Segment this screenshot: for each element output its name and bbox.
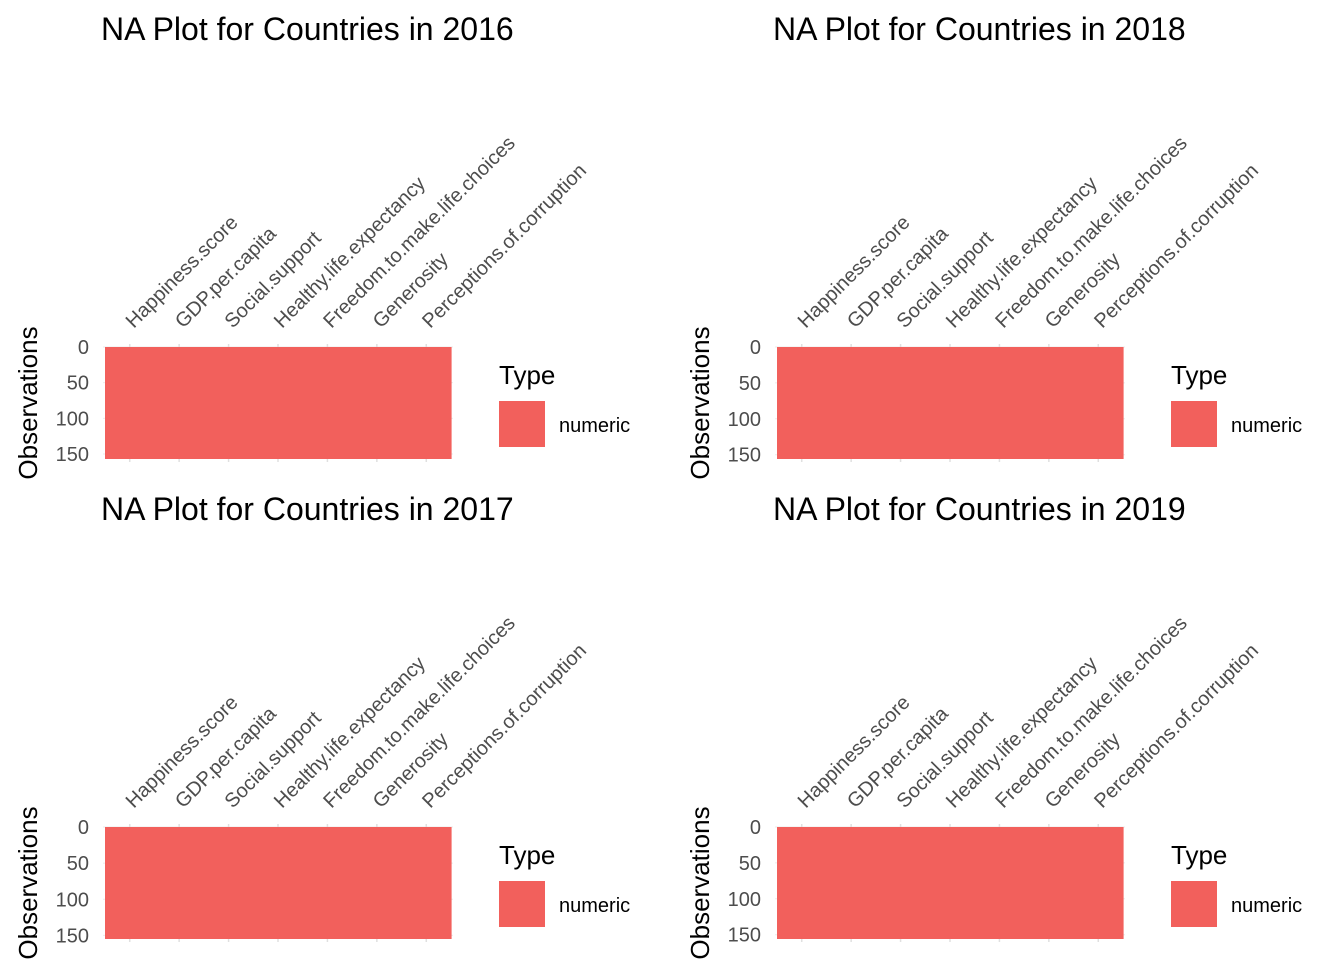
- legend-label: numeric: [559, 895, 630, 917]
- y-tick-label: 100: [56, 889, 89, 911]
- na-tile: [925, 827, 976, 939]
- y-tick-label: 50: [67, 853, 89, 875]
- na-tile: [875, 827, 926, 939]
- legend: Type numeric: [1171, 840, 1302, 927]
- y-axis-label: Observations: [685, 326, 715, 479]
- y-tick-label: 0: [78, 337, 89, 359]
- y-axis-label: Observations: [13, 806, 43, 959]
- legend-swatch: [499, 881, 545, 927]
- chart-title: NA Plot for Countries in 2018: [773, 11, 1186, 47]
- na-tile: [1024, 827, 1075, 939]
- na-plot-panel: NA Plot for Countries in 2018Happiness.s…: [685, 11, 1302, 480]
- legend: Type numeric: [499, 840, 630, 927]
- na-tile: [105, 347, 156, 459]
- y-axis-label: Observations: [13, 326, 43, 479]
- y-tick-label: 100: [728, 409, 761, 431]
- na-tile: [925, 347, 976, 459]
- legend-title: Type: [1171, 840, 1227, 870]
- y-tick-label: 150: [56, 444, 89, 466]
- na-tile: [154, 827, 205, 939]
- y-tick-label: 0: [750, 817, 761, 839]
- legend-swatch: [1171, 401, 1217, 447]
- legend: Type numeric: [1171, 360, 1302, 447]
- na-tile: [826, 827, 877, 939]
- na-tile: [777, 827, 828, 939]
- legend-label: numeric: [1231, 895, 1302, 917]
- na-tile: [302, 347, 353, 459]
- na-tile: [1073, 347, 1124, 459]
- y-tick-label: 150: [56, 925, 89, 947]
- x-tick-label: Freedom.to.make.life.choices: [319, 132, 519, 332]
- chart-title: NA Plot for Countries in 2019: [773, 491, 1186, 527]
- na-tile: [253, 827, 304, 939]
- y-tick-label: 50: [67, 373, 89, 395]
- y-tick-label: 50: [739, 373, 761, 395]
- na-tile: [777, 347, 828, 459]
- x-tick-label: Freedom.to.make.life.choices: [319, 612, 519, 812]
- na-tile: [826, 347, 877, 459]
- na-tile: [253, 347, 304, 459]
- na-tile: [105, 827, 156, 939]
- x-tick-label: Perceptions.of.corruption: [418, 160, 591, 333]
- na-tile: [1073, 827, 1124, 939]
- na-tile: [1024, 347, 1075, 459]
- x-tick-label: Perceptions.of.corruption: [1090, 160, 1263, 333]
- y-tick-label: 100: [728, 889, 761, 911]
- na-tile: [401, 347, 452, 459]
- y-tick-label: 100: [56, 408, 89, 430]
- x-tick-label: Freedom.to.make.life.choices: [991, 132, 1191, 332]
- x-tick-label: Freedom.to.make.life.choices: [991, 612, 1191, 812]
- y-tick-label: 0: [78, 817, 89, 839]
- na-tile: [154, 347, 205, 459]
- na-tile: [875, 347, 926, 459]
- chart-title: NA Plot for Countries in 2016: [101, 11, 514, 47]
- legend: Type numeric: [499, 360, 630, 447]
- na-plot-panel: NA Plot for Countries in 2019Happiness.s…: [685, 491, 1302, 960]
- y-tick-label: 150: [728, 925, 761, 947]
- legend-swatch: [1171, 881, 1217, 927]
- na-tile: [401, 827, 452, 939]
- legend-title: Type: [499, 840, 555, 870]
- na-tile: [302, 827, 353, 939]
- na-plot-panel: NA Plot for Countries in 2016Happiness.s…: [13, 11, 630, 480]
- legend-swatch: [499, 401, 545, 447]
- na-tile: [974, 347, 1025, 459]
- chart-title: NA Plot for Countries in 2017: [101, 491, 514, 527]
- na-tile: [352, 347, 403, 459]
- x-tick-label: Perceptions.of.corruption: [418, 640, 591, 813]
- legend-label: numeric: [1231, 415, 1302, 437]
- na-tile: [203, 347, 254, 459]
- na-tile: [352, 827, 403, 939]
- na-tile: [203, 827, 254, 939]
- y-tick-label: 50: [739, 853, 761, 875]
- na-plot-panel: NA Plot for Countries in 2017Happiness.s…: [13, 491, 630, 960]
- legend-label: numeric: [559, 415, 630, 437]
- legend-title: Type: [1171, 360, 1227, 390]
- y-tick-label: 0: [750, 337, 761, 359]
- na-tile: [974, 827, 1025, 939]
- y-axis-label: Observations: [685, 806, 715, 959]
- x-tick-label: Perceptions.of.corruption: [1090, 640, 1263, 813]
- legend-title: Type: [499, 360, 555, 390]
- y-tick-label: 150: [728, 445, 761, 467]
